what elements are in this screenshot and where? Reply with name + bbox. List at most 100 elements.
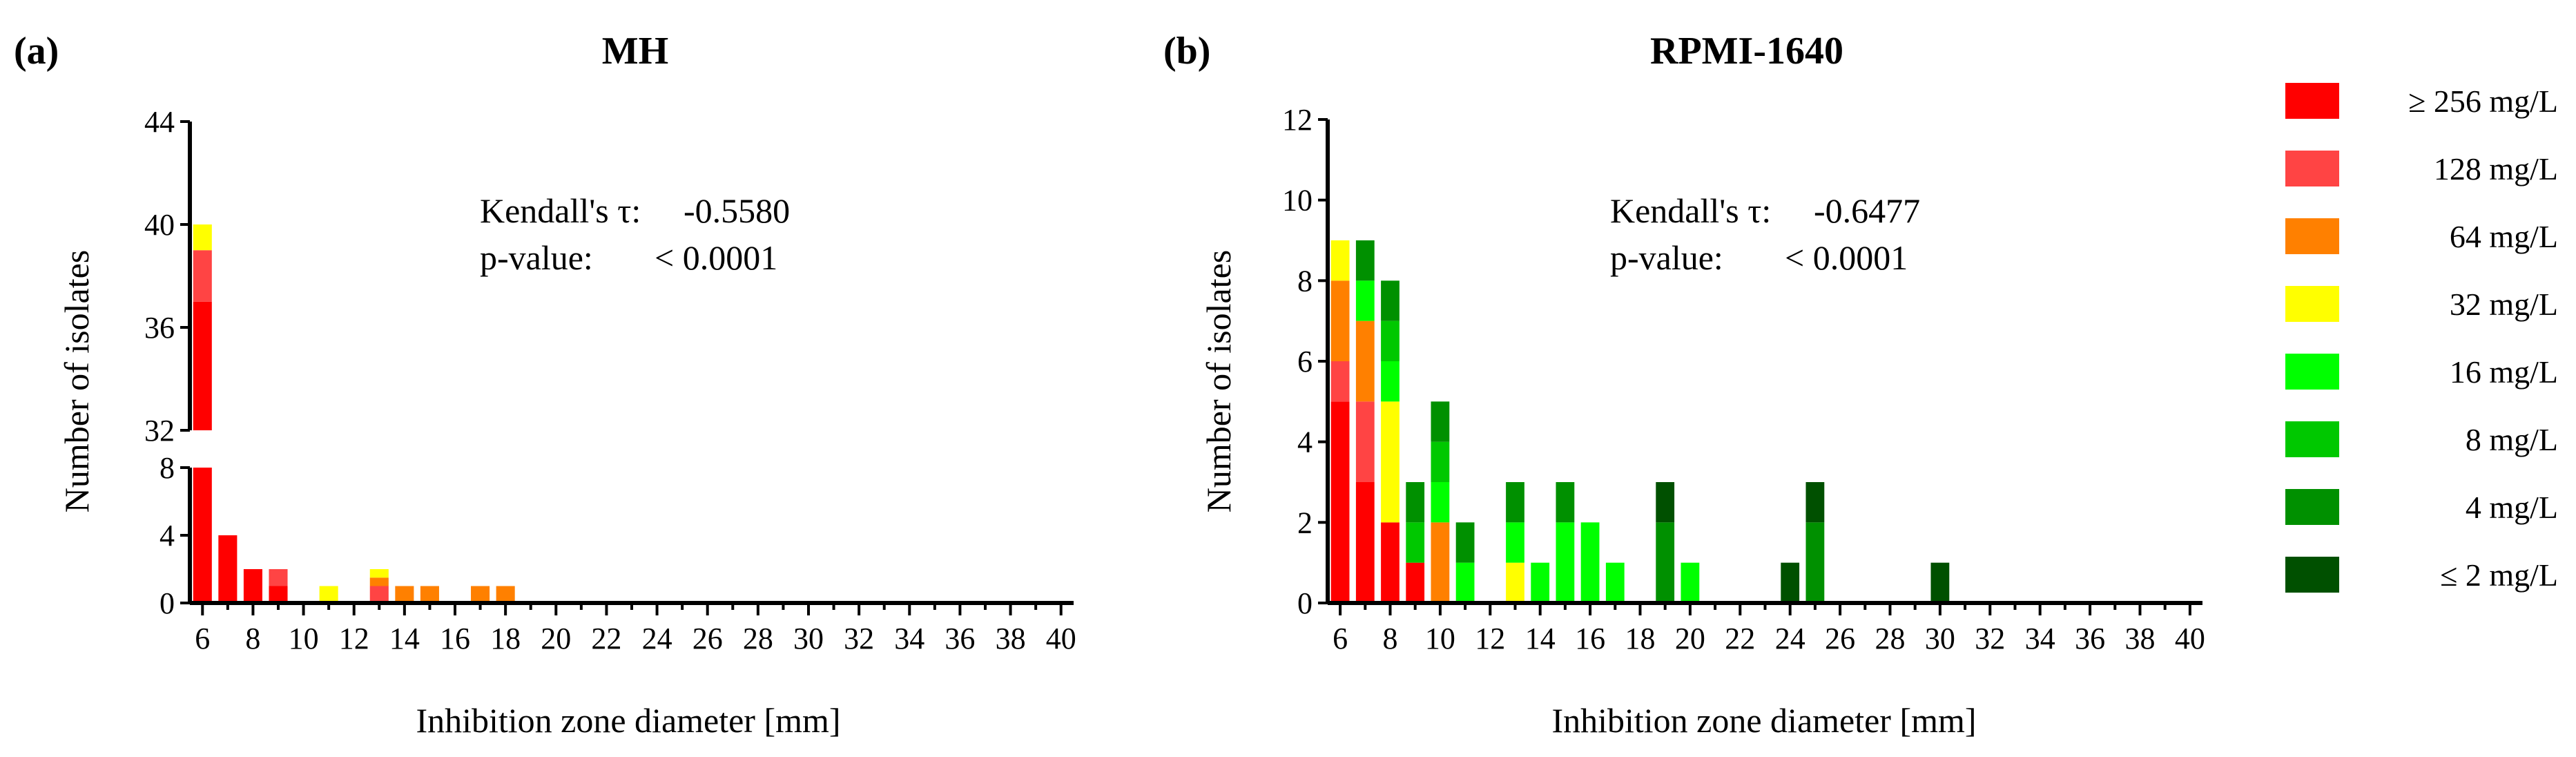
- legend-label-1: 128 mg/L: [2434, 151, 2558, 186]
- panel-a-bar-x11-s3: [319, 586, 338, 603]
- panel-b-x-tick-label-6: 6: [1333, 622, 1348, 655]
- panel-b-bar-x8-s0: [1381, 522, 1400, 603]
- panel-b-bar-x13-s4: [1506, 522, 1524, 563]
- panel-a-bar-x9-s1: [269, 569, 288, 586]
- panel-b-tau-label: Kendall's τ:: [1610, 191, 1771, 230]
- legend-label-3: 32 mg/L: [2450, 287, 2558, 322]
- panel-b-bar-x17-s4: [1605, 562, 1625, 603]
- panel-a-x-tick-label-34: 34: [894, 622, 924, 655]
- panel-b-bar-x6-s1: [1330, 361, 1350, 402]
- panel-b-tau-value: -0.6477: [1814, 191, 1920, 230]
- panel-b-y-tick-label-10: 10: [1282, 184, 1313, 218]
- panel-a-x-tick-label-12: 12: [339, 622, 369, 655]
- panel-b-bar-x25-s6: [1805, 522, 1825, 603]
- panel-a-bar-x13-s1: [369, 586, 389, 603]
- panel-a-x-tick-label-8: 8: [245, 622, 260, 655]
- legend-label-2: 64 mg/L: [2450, 219, 2558, 254]
- panel-a-x-tick-label-30: 30: [793, 622, 824, 655]
- panel-b-x-tick-label-36: 36: [2075, 622, 2105, 655]
- panel-a-x-tick-label-36: 36: [945, 622, 975, 655]
- panel-b-x-tick-label-22: 22: [1725, 622, 1755, 655]
- panel-a-bar-x6-s0: [193, 301, 212, 430]
- panel-b-bar-x16-s4: [1580, 522, 1600, 603]
- panel-a-bar-x7-s0: [218, 535, 238, 603]
- legend: ≥ 256 mg/L 128 mg/L 64 mg/L 32 mg/L 16 mg/L 8…: [2285, 83, 2558, 593]
- legend-swatch-0: [2285, 83, 2339, 119]
- panel-b-x-tick-label-14: 14: [1525, 622, 1556, 655]
- panel-b-bar-x11-s6: [1455, 522, 1475, 563]
- legend-swatch-5: [2285, 421, 2339, 457]
- panel-a-x-tick-label-38: 38: [996, 622, 1026, 655]
- panel-a-bar-x17-s2: [471, 586, 490, 603]
- panel-a-bar-x18-s2: [496, 586, 515, 603]
- panel-b-bar-x30-s7: [1930, 562, 1950, 603]
- panel-b-p-label: p-value:: [1610, 238, 1723, 277]
- panel-b-bar-x7-s0: [1355, 482, 1375, 603]
- panel-a-y-tick-label-4: 4: [159, 519, 175, 553]
- panel-a-y-axis-label: Number of isolates: [57, 250, 96, 512]
- legend-label-7: ≤ 2 mg/L: [2440, 557, 2558, 593]
- panel-b-x-tick-label-24: 24: [1775, 622, 1805, 655]
- panel-b-x-tick-label-28: 28: [1875, 622, 1906, 655]
- panel-a-x-tick-label-24: 24: [642, 622, 672, 655]
- panel-a-x-tick-label-26: 26: [693, 622, 723, 655]
- panel-b-x-axis-label: Inhibition zone diameter [mm]: [1551, 701, 1976, 740]
- panel-a-x-tick-label-32: 32: [844, 622, 874, 655]
- panel-b-bar-x6-s0: [1330, 401, 1350, 603]
- panel-b-bar-x10-s5: [1431, 441, 1450, 482]
- panel-a-x-axis-label: Inhibition zone diameter [mm]: [416, 701, 840, 740]
- panel-b-x-tick-label-38: 38: [2125, 622, 2156, 655]
- panel-a-x-tick-label-6: 6: [195, 622, 210, 655]
- legend-swatch-7: [2285, 557, 2339, 593]
- panel-b-bar-x9-s0: [1406, 562, 1425, 603]
- panel-a-x-tick-label-20: 20: [541, 622, 571, 655]
- panel-a-x-tick-label-10: 10: [289, 622, 319, 655]
- panel-b-bar-x7-s4: [1355, 280, 1375, 321]
- panel-b-bar-x8-s5: [1381, 320, 1400, 361]
- panel-b-bar-x13-s3: [1506, 562, 1524, 603]
- panel-b-bar-x7-s1: [1355, 401, 1375, 482]
- panel-b-bar-x24-s7: [1781, 562, 1800, 603]
- panel-b-bar-x19-s6: [1656, 522, 1675, 603]
- panel-b-bar-x7-s6: [1355, 240, 1375, 281]
- legend-swatch-4: [2285, 354, 2339, 390]
- panel-a-bar-x9-s0: [269, 586, 288, 603]
- panel-b-bar-x11-s4: [1455, 562, 1475, 603]
- panel-a-x-tick-label-22: 22: [591, 622, 621, 655]
- panel-a-p-value: < 0.0001: [655, 238, 777, 277]
- panel-a-bar-x13-s2: [369, 577, 389, 586]
- legend-swatch-2: [2285, 218, 2339, 254]
- panel-b-x-tick-label-20: 20: [1675, 622, 1705, 655]
- legend-label-6: 4 mg/L: [2466, 490, 2558, 525]
- legend-swatch-3: [2285, 286, 2339, 322]
- panel-b-bar-x6-s3: [1330, 240, 1350, 281]
- panel-a-bar-x6-s3: [193, 224, 212, 251]
- panel-b-bar-x15-s6: [1556, 482, 1575, 523]
- legend-label-5: 8 mg/L: [2466, 422, 2558, 457]
- panel-a-bar-x8-s0: [243, 569, 262, 603]
- panel-b-bar-x9-s6: [1406, 482, 1425, 523]
- panel-a-y-tick-label-32: 32: [144, 414, 175, 448]
- panel-a-x-tick-label-28: 28: [743, 622, 773, 655]
- panel-a-x-tick-label-14: 14: [389, 622, 420, 655]
- panel-b-bar-x20-s4: [1681, 562, 1700, 603]
- panel-a-tau-value: -0.5580: [684, 191, 790, 230]
- panel-a-y-tick-label-44: 44: [144, 105, 175, 139]
- panel-b-y-tick-label-0: 0: [1297, 586, 1313, 620]
- panel-a-tau-label: Kendall's τ:: [480, 191, 641, 230]
- panel-b-x-tick-label-8: 8: [1383, 622, 1398, 655]
- panel-b-x-tick-label-10: 10: [1425, 622, 1455, 655]
- panel-b-bar-x8-s6: [1381, 280, 1400, 321]
- panel-b-bar-x8-s3: [1381, 401, 1400, 523]
- panel-a-y-tick-label-0: 0: [159, 586, 175, 620]
- panel-b-x-tick-label-32: 32: [1975, 622, 2005, 655]
- panel-b-bar-x25-s7: [1805, 482, 1825, 523]
- panel-b-p-value: < 0.0001: [1785, 238, 1908, 277]
- panel-b-y-tick-label-8: 8: [1297, 264, 1313, 298]
- panel-b-bar-x9-s5: [1406, 522, 1425, 563]
- panel-a-label: (a): [14, 30, 59, 73]
- panel-b-x-tick-label-34: 34: [2025, 622, 2055, 655]
